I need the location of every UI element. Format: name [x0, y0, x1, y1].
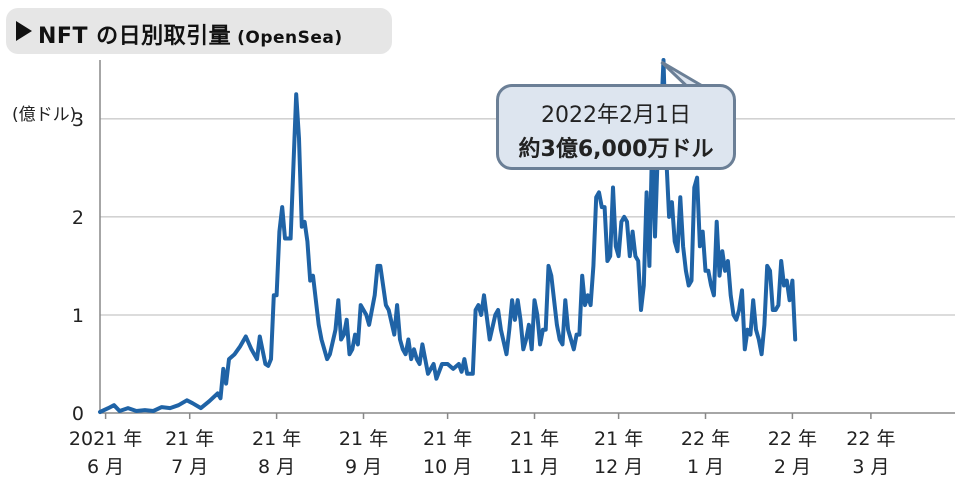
x-tick-label-month: 9 月	[345, 456, 382, 478]
y-tick-label: 0	[72, 403, 84, 425]
x-tick-label-month: 7 月	[171, 456, 208, 478]
x-tick-label-month: 8 月	[258, 456, 295, 478]
x-tick-label-year: 22 年	[768, 428, 817, 450]
chart-title: NFT の日別取引量 (OpenSea)	[38, 18, 343, 50]
annotation-date: 2022年2月1日	[541, 103, 691, 128]
annotation-value: 約3億6,000万ドル	[518, 137, 714, 162]
x-tick-label-month: 11 月	[510, 456, 559, 478]
x-tick-label-month: 3 月	[852, 456, 889, 478]
x-tick-label-month: 1 月	[687, 456, 724, 478]
x-tick-label-month: 6 月	[87, 456, 124, 478]
x-tick-label-year: 22 年	[846, 428, 895, 450]
x-tick-label-year: 21 年	[339, 428, 388, 450]
chart-title-badge: NFT の日別取引量 (OpenSea)	[6, 8, 392, 54]
x-tick-label-month: 12 月	[594, 456, 643, 478]
x-tick-label-year: 21 年	[594, 428, 643, 450]
x-tick-labels: 2021 年 6 月 21 年 7 月 21 年 8 月 21 年 9 月 21 年 10 月 21…	[69, 428, 896, 478]
chart-source: (OpenSea)	[237, 28, 343, 48]
play-triangle-icon	[16, 21, 32, 41]
x-tick-label-year: 2021 年	[69, 428, 142, 450]
x-tick-label-year: 21 年	[165, 428, 214, 450]
chart-title-text: NFT の日別取引量	[38, 24, 232, 49]
series-line	[98, 58, 798, 414]
x-tick-label-year: 22 年	[681, 428, 730, 450]
x-tick-label-month: 2 月	[774, 456, 811, 478]
y-tick-labels: 0 1 2 3	[72, 109, 84, 425]
x-tick-label-year: 21 年	[423, 428, 472, 450]
axes	[99, 60, 955, 419]
y-tick-label: 1	[72, 305, 84, 327]
peak-annotation: 2022年2月1日 約3億6,000万ドル	[496, 84, 736, 170]
x-tick-label-month: 10 月	[423, 456, 472, 478]
x-tick-label-year: 21 年	[252, 428, 301, 450]
y-tick-label: 2	[72, 207, 84, 229]
y-tick-label: 3	[72, 109, 84, 131]
y-axis-unit: (億ドル)	[12, 105, 77, 125]
x-tick-label-year: 21 年	[510, 428, 559, 450]
